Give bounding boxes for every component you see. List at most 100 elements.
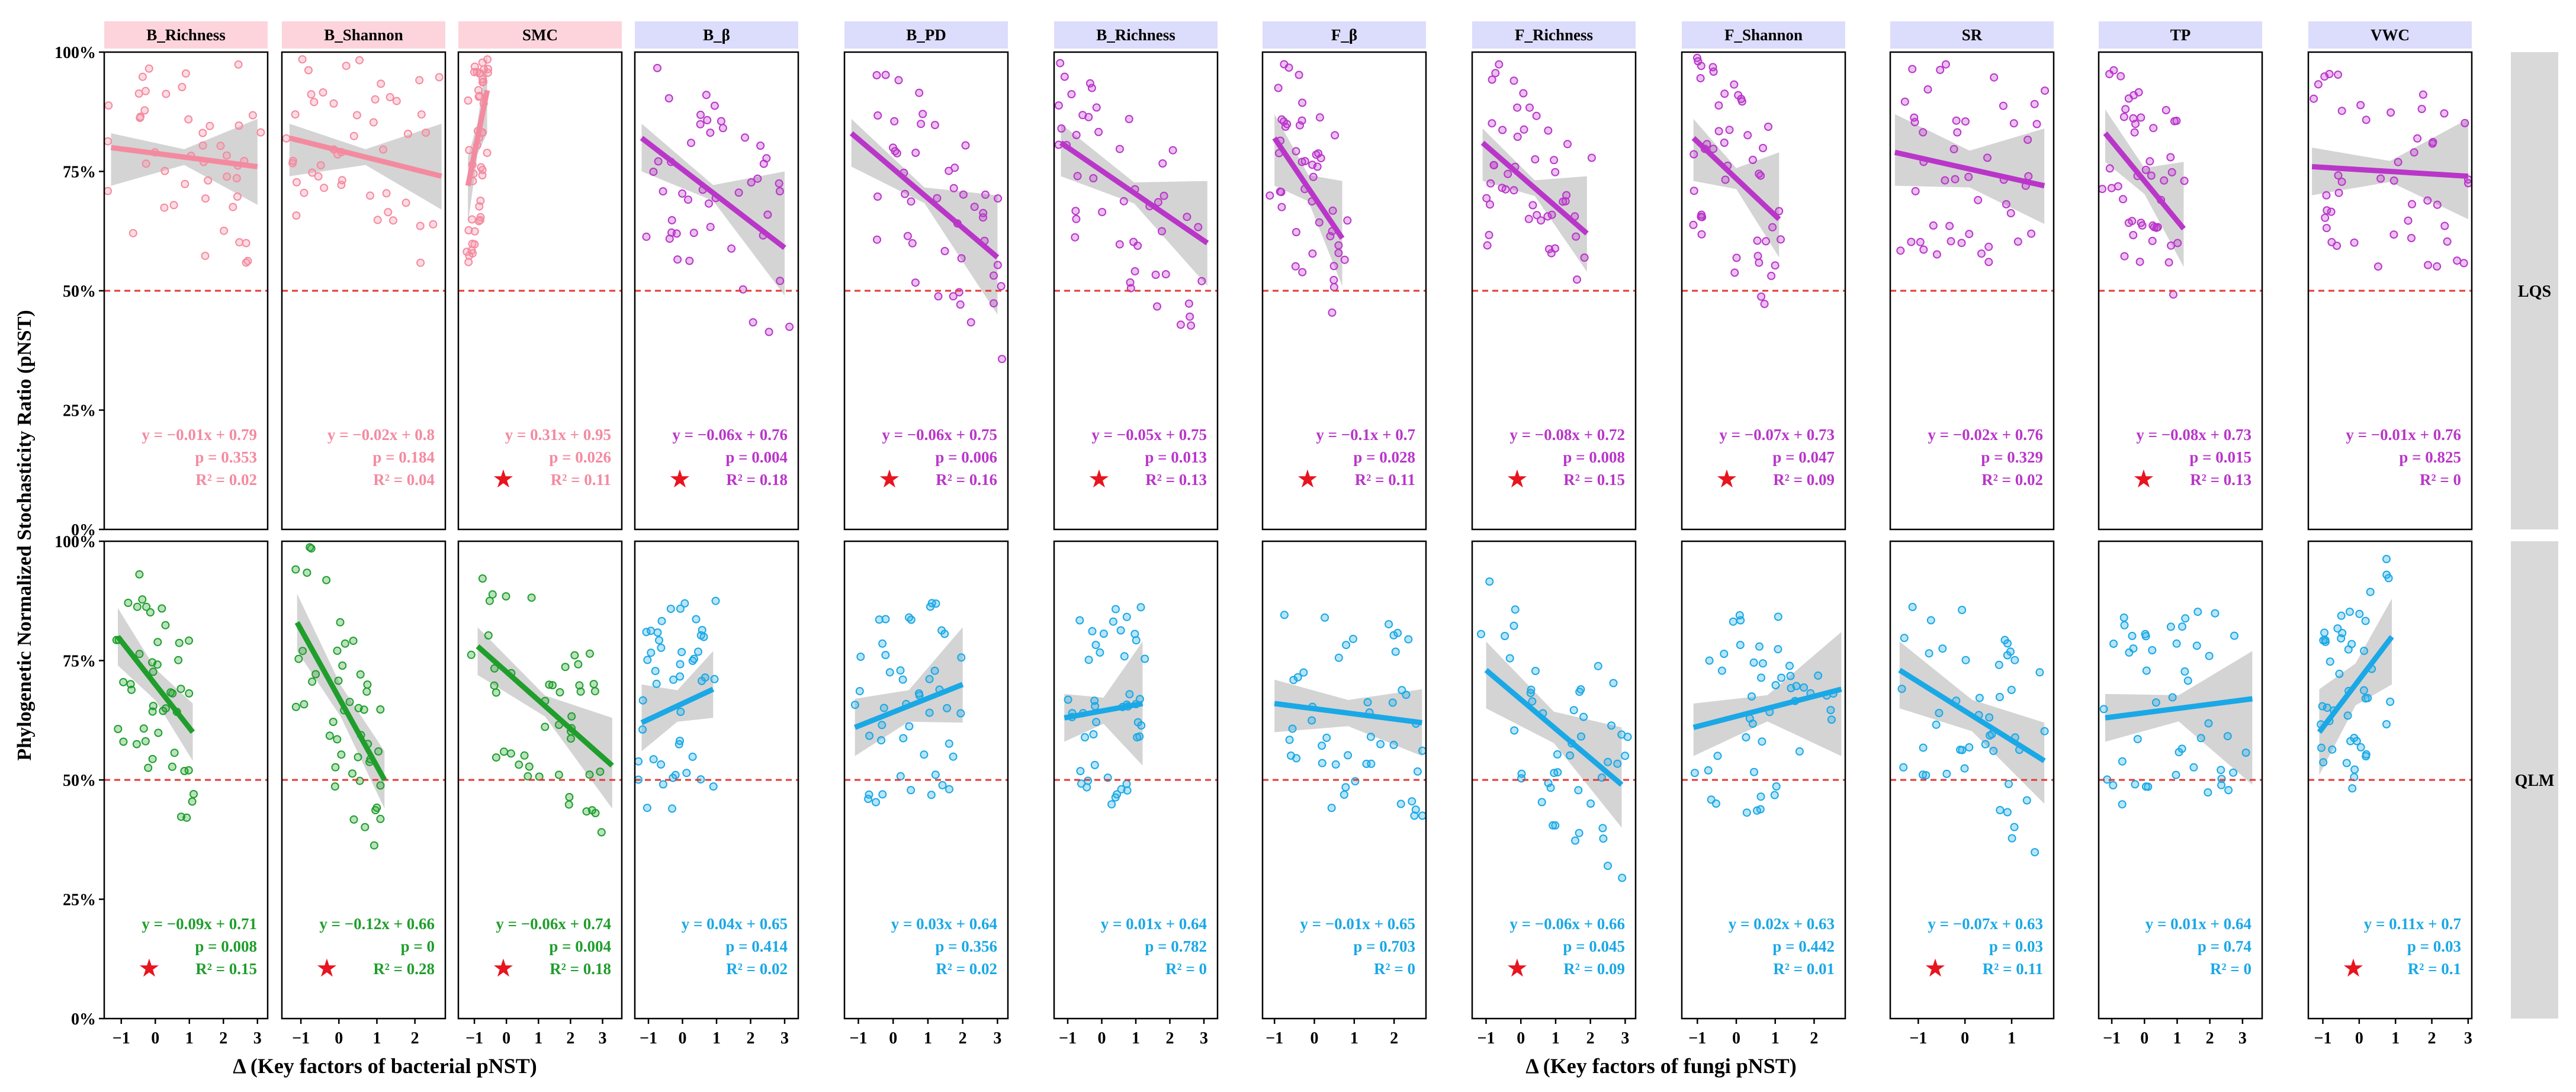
data-point [485, 596, 494, 605]
data-point [141, 737, 150, 746]
data-point [2413, 134, 2422, 143]
data-point [903, 232, 912, 240]
x-tick-label: 1 [534, 1029, 542, 1048]
data-point [1292, 147, 1300, 156]
data-point [1775, 207, 1784, 216]
x-tick-label: 1 [1771, 1029, 1780, 1048]
data-point [229, 203, 237, 211]
data-point [523, 772, 532, 781]
regression-line [1898, 667, 2046, 763]
data-point [1544, 126, 1553, 135]
data-point [2327, 207, 2336, 216]
data-point [2334, 70, 2343, 79]
panel-frame [281, 51, 447, 531]
x-tick-label: 2 [2206, 1029, 2214, 1048]
data-point [1071, 207, 1080, 216]
data-point [1396, 799, 1405, 808]
data-point [476, 213, 485, 221]
data-point [1091, 641, 1100, 650]
data-point [331, 763, 340, 772]
significance-star: ★ [1924, 953, 1947, 982]
data-point [1183, 213, 1191, 221]
data-point [1756, 792, 1765, 801]
confidence-band [2105, 651, 2253, 785]
data-point [1488, 75, 1496, 84]
data-point [2133, 735, 2142, 744]
x-tick-label: 1 [1132, 1029, 1140, 1048]
r-squared: R² = 0.11 [551, 471, 611, 489]
data-point [1549, 821, 1557, 830]
data-point [2009, 119, 2018, 128]
data-point [1705, 656, 1714, 665]
data-point [1482, 194, 1491, 203]
data-point [1999, 101, 2008, 110]
x-tick-label: −1 [2314, 1029, 2332, 1048]
data-point [1786, 672, 1795, 680]
data-point [575, 681, 584, 690]
data-point [873, 111, 882, 120]
data-point [1932, 720, 1941, 729]
x-tick-label: 3 [1200, 1029, 1208, 1048]
data-point [657, 643, 666, 652]
data-point [665, 235, 674, 243]
data-point [1485, 577, 1494, 586]
data-point [292, 178, 301, 187]
data-point [492, 753, 500, 762]
data-point [1604, 757, 1613, 766]
data-point [1343, 216, 1352, 225]
data-point [2440, 109, 2449, 118]
data-point [2105, 164, 2114, 173]
y-tick-label: 50% [63, 772, 96, 790]
confidence-band [477, 627, 612, 809]
data-point [1758, 659, 1767, 668]
y-axis-title: Phylogenetic Normalized Stochasticity Ra… [14, 310, 36, 760]
data-point [160, 166, 169, 175]
data-point [1298, 98, 1307, 107]
data-point [342, 62, 351, 70]
data-point [1714, 101, 1723, 110]
data-point [2010, 823, 2019, 831]
data-point [416, 221, 425, 230]
data-point [2362, 750, 2371, 759]
data-point [933, 194, 942, 203]
data-point [307, 90, 316, 99]
data-point [500, 747, 508, 756]
data-point [2394, 158, 2402, 166]
data-point [1331, 131, 1340, 140]
data-point [168, 689, 177, 698]
data-point [298, 647, 307, 656]
data-point [294, 654, 303, 663]
data-point [2384, 574, 2393, 583]
regression-line [2105, 696, 2253, 721]
data-point [1690, 187, 1698, 195]
data-point [142, 159, 150, 168]
data-point [2362, 115, 2371, 124]
x-tick-label: 2 [566, 1029, 574, 1048]
significance-star: ★ [2132, 464, 2155, 493]
data-point [174, 656, 183, 664]
data-point [1771, 681, 1780, 689]
panel-qlm-9: y = −0.07x + 0.63 p = 0.03 R² = 0.11 ★ −1 0 1 [1889, 540, 2055, 1048]
data-point [520, 751, 529, 760]
data-point [2387, 108, 2395, 117]
data-point [1119, 197, 1128, 205]
y-tick-label: 25% [63, 402, 96, 420]
data-point [2120, 621, 2129, 629]
data-point [689, 229, 698, 237]
data-point [1587, 153, 1596, 162]
panel-qlm-10: y = 0.01x + 0.64 p = 0.74 R² = 0 −1 0 1 2 3 [2098, 540, 2263, 1048]
x-axis-title-bacterial: Δ (Key factors of bacterial pNST) [233, 1054, 537, 1078]
data-point [178, 83, 187, 91]
r-squared: R² = 0.11 [1983, 960, 2043, 978]
regression-line [1480, 140, 1589, 236]
panel-qlm-2: y = −0.06x + 0.74 p = 0.004 R² = 0.18 ★ −1 0 1… [457, 540, 623, 1048]
data-point [2376, 174, 2385, 183]
x-tick-label: 3 [253, 1029, 262, 1048]
data-point [2164, 258, 2173, 267]
data-point [182, 813, 191, 822]
panel-frame [843, 51, 1009, 531]
x-tick-label: 3 [2464, 1029, 2472, 1048]
data-point [104, 101, 113, 110]
data-point [1277, 115, 1286, 124]
data-point [1088, 627, 1097, 635]
